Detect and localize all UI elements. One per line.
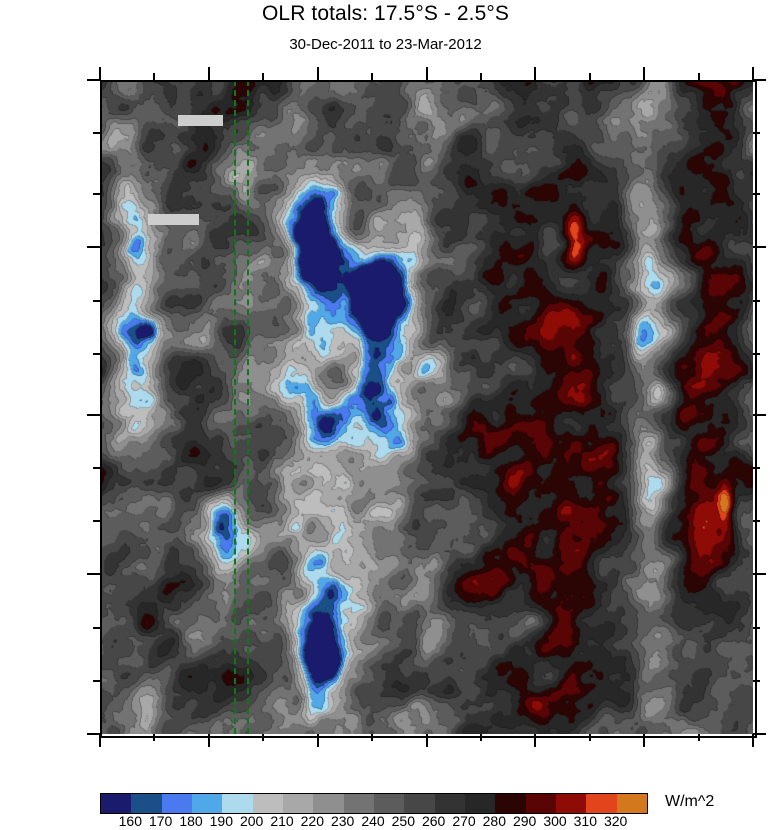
colorbar-tick-label: 240 [361, 813, 385, 829]
x-tick-minor [371, 734, 374, 741]
colorbar-swatch [131, 794, 162, 813]
y-tick-minor [93, 466, 100, 469]
x-tick-major-top [752, 67, 754, 80]
colorbar-tick-label: 300 [543, 813, 567, 829]
x-tick-minor-top [153, 73, 156, 80]
x-tick-major [207, 734, 210, 747]
colorbar-tick-label: 210 [270, 813, 294, 829]
colorbar-swatch [464, 794, 496, 813]
y-tick-major-right [753, 246, 766, 249]
y-tick-minor [93, 626, 100, 629]
x-tick-minor [588, 734, 591, 741]
colorbar-swatch [252, 794, 283, 813]
x-tick-major [316, 734, 319, 747]
y-tick-minor-right [753, 520, 760, 523]
colorbar-swatch [586, 794, 617, 813]
colorbar-tick-label: 200 [239, 813, 264, 829]
page-subtitle: 30-Dec-2011 to 23-Mar-2012 [289, 36, 482, 53]
data-gap-block [177, 114, 224, 126]
y-tick-minor [93, 679, 100, 682]
y-tick-minor-right [753, 132, 760, 135]
colorbar-swatch [282, 794, 314, 813]
y-tick-major-right [753, 573, 766, 576]
x-tick-major-top [425, 67, 428, 80]
data-gap-block [148, 214, 199, 226]
y-tick-major [87, 246, 100, 249]
x-tick-minor-top [262, 73, 265, 80]
colorbar-swatch [616, 794, 647, 813]
x-tick-minor-top [588, 73, 591, 80]
x-tick-major [643, 734, 646, 747]
colorbar-swatch [404, 794, 435, 813]
y-tick-major-right [753, 733, 766, 735]
page-title: OLR totals: 17.5°S - 2.5°S [261, 2, 509, 25]
colorbar-tick-label: 230 [330, 813, 355, 829]
colorbar-unit-label: W/m^2 [665, 793, 715, 810]
y-tick-minor [93, 193, 100, 196]
x-tick-minor-top [371, 73, 374, 80]
y-tick-major-right [753, 79, 766, 81]
x-tick-major [425, 734, 428, 747]
colorbar-swatch [525, 794, 556, 813]
colorbar-tick-label: 320 [603, 813, 628, 829]
colorbar [100, 793, 648, 814]
y-tick-major-right [753, 413, 766, 416]
colorbar-swatch [343, 794, 374, 813]
x-tick-minor [262, 734, 265, 741]
y-tick-major [87, 413, 100, 416]
y-tick-minor-right [753, 352, 760, 355]
x-tick-minor [479, 734, 482, 741]
plot-area [100, 80, 753, 734]
olr-contour-field [100, 80, 753, 734]
colorbar-swatch [495, 794, 526, 813]
y-tick-minor [93, 132, 100, 135]
y-tick-minor-right [753, 466, 760, 469]
colorbar-swatch [191, 794, 223, 813]
colorbar-swatch [222, 794, 253, 813]
colorbar-swatch [555, 794, 587, 813]
x-tick-major-top [534, 67, 537, 80]
colorbar-swatch [313, 794, 344, 813]
y-tick-minor-right [753, 626, 760, 629]
y-tick-minor [93, 352, 100, 355]
x-tick-major [752, 734, 754, 747]
colorbar-swatch [434, 794, 465, 813]
colorbar-tick-label: 250 [391, 813, 415, 829]
colorbar-tick-label: 170 [148, 813, 173, 829]
colorbar-tick-label: 190 [209, 813, 233, 829]
colorbar-swatch [101, 794, 132, 813]
x-tick-major-top [99, 67, 101, 80]
x-tick-minor [697, 734, 700, 741]
x-tick-major-top [207, 67, 210, 80]
colorbar-tick-label: 310 [573, 813, 597, 829]
x-tick-minor-top [697, 73, 700, 80]
colorbar-tick-label: 220 [300, 813, 324, 829]
reference-line [246, 80, 249, 734]
colorbar-tick-label: 270 [452, 813, 476, 829]
y-tick-minor [93, 520, 100, 523]
y-tick-major [87, 733, 100, 735]
reference-line [234, 80, 237, 734]
x-tick-major-top [643, 67, 646, 80]
y-tick-major [87, 79, 100, 81]
x-tick-major [99, 734, 101, 747]
y-tick-minor [93, 299, 100, 302]
y-tick-minor-right [753, 193, 760, 196]
x-tick-major [534, 734, 537, 747]
colorbar-tick-label: 160 [118, 813, 142, 829]
colorbar-tick-label: 180 [179, 813, 203, 829]
colorbar-swatch [373, 794, 405, 813]
y-tick-major [87, 573, 100, 576]
x-tick-minor-top [479, 73, 482, 80]
colorbar-tick-label: 260 [421, 813, 446, 829]
colorbar-tick-label: 280 [482, 813, 506, 829]
x-tick-major-top [316, 67, 319, 80]
x-tick-minor [153, 734, 156, 741]
y-tick-minor-right [753, 299, 760, 302]
colorbar-tick-label: 290 [512, 813, 537, 829]
colorbar-swatch [161, 794, 192, 813]
y-tick-minor-right [753, 679, 760, 682]
